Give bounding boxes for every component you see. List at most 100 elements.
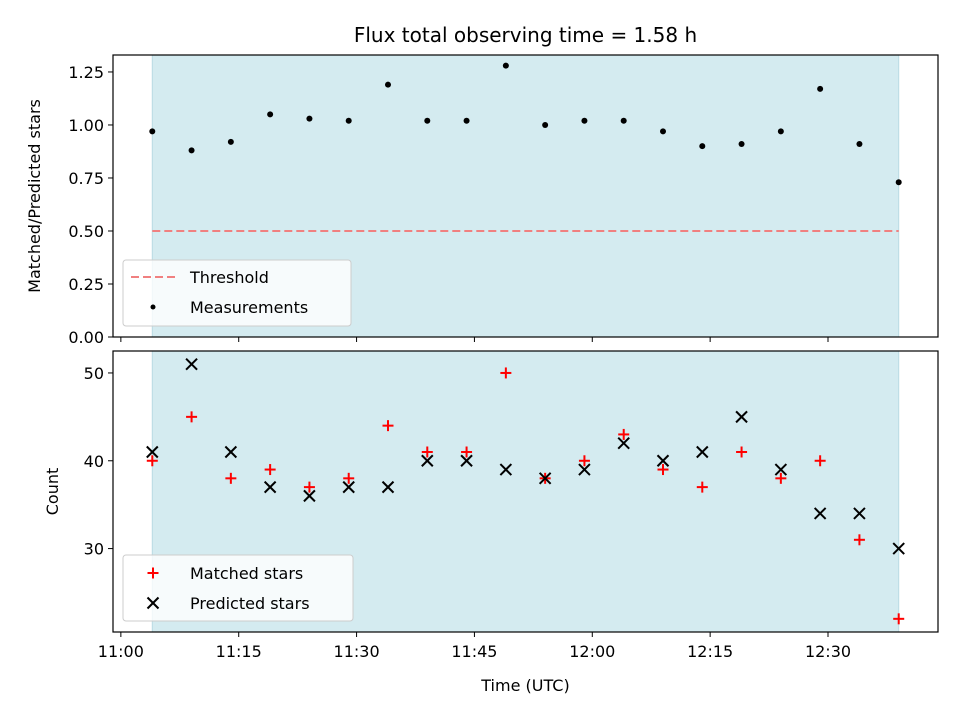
predicted-star-point xyxy=(578,463,591,476)
matched-star-point xyxy=(696,481,708,493)
predicted-star-point-b xyxy=(146,445,159,459)
predicted-star-point-b xyxy=(578,463,591,476)
measurement-point xyxy=(895,179,902,186)
legend: Threshold Measurements xyxy=(122,259,352,327)
matched-star-point xyxy=(814,455,826,467)
measurement-point xyxy=(385,81,391,88)
matched-star-point xyxy=(264,464,276,476)
matched-star-point xyxy=(382,420,394,432)
legend-predicted-label: Predicted stars xyxy=(190,594,310,613)
predicted-star-point-b xyxy=(538,472,552,485)
predicted-star-point xyxy=(146,445,159,459)
matched-star-point xyxy=(303,481,315,493)
axes-frame xyxy=(112,350,939,633)
predicted-star-point xyxy=(342,480,355,494)
predicted-star-point xyxy=(421,454,434,467)
predicted-star-point-b xyxy=(224,445,238,459)
x-tick-label: 11:15 xyxy=(216,642,262,661)
matched-star-point xyxy=(775,472,787,484)
y-tick-label: 1.25 xyxy=(68,63,104,82)
predicted-star-point-b xyxy=(342,480,355,494)
predicted-star-point xyxy=(303,489,316,503)
predicted-star-point-b xyxy=(617,436,630,450)
matched-star-point xyxy=(578,455,590,467)
measurement-point xyxy=(620,117,627,124)
axes-frame xyxy=(112,54,939,338)
y-tick-label: 0.00 xyxy=(68,328,104,347)
legend-box xyxy=(122,259,352,327)
chart-title: Flux total observing time = 1.58 h xyxy=(354,23,697,47)
predicted-star-point xyxy=(263,480,277,494)
predicted-star-point xyxy=(892,542,905,555)
count-panel: 30 40 50 11:00 11:15 11:30 11:45 12:00 12:15 12:3… xyxy=(43,350,939,695)
predicted-star-point xyxy=(774,463,788,476)
measurement-point xyxy=(581,117,588,124)
y-axis-label: Count xyxy=(43,468,62,516)
measurement-point xyxy=(188,147,195,154)
y-tick-label: 0.50 xyxy=(68,222,104,241)
predicted-star-point-b xyxy=(185,357,198,371)
predicted-star-point-b xyxy=(774,463,788,476)
y-tick-label: 0.25 xyxy=(68,275,104,294)
predicted-star-point xyxy=(460,454,473,467)
legend-box xyxy=(122,554,354,622)
predicted-star-point-b xyxy=(460,454,473,467)
measurement-point xyxy=(856,141,863,148)
predicted-star-point xyxy=(696,445,709,459)
measurement-point xyxy=(345,117,352,124)
legend: Matched stars Predicted stars xyxy=(122,554,354,622)
matched-star-point xyxy=(736,446,748,458)
matched-star-point xyxy=(893,613,905,625)
measurement-point xyxy=(149,128,156,135)
y-tick-label: 40 xyxy=(84,452,104,471)
x-tick-label: 12:15 xyxy=(687,642,733,661)
measurement-point xyxy=(738,141,745,148)
measurement-point xyxy=(267,111,274,118)
predicted-star-point xyxy=(381,480,395,494)
x-axis-label: Time (UTC) xyxy=(480,676,569,695)
y-tick-label: 0.75 xyxy=(68,169,104,188)
predicted-star-point xyxy=(224,445,238,459)
predicted-star-point-b xyxy=(421,454,434,467)
matched-star-point xyxy=(225,472,237,484)
y-tick-label: 50 xyxy=(84,364,104,383)
predicted-star-point-b xyxy=(381,480,395,494)
measurement-point xyxy=(817,85,824,92)
predicted-star-point-b xyxy=(146,596,160,610)
predicted-star-point-b xyxy=(696,445,709,459)
ratio-panel: 0.00 0.25 0.50 0.75 1.00 1.25 Flux total obser… xyxy=(25,23,939,347)
matched-star-point xyxy=(461,446,473,458)
measurement-point xyxy=(777,128,784,135)
predicted-star-point xyxy=(146,596,160,610)
y-axis-label: Matched/Predicted stars xyxy=(25,99,44,293)
predicted-star-point xyxy=(538,472,552,485)
predicted-star-point-b xyxy=(735,410,748,424)
predicted-star-point-b xyxy=(303,489,316,503)
predicted-star-point-b xyxy=(499,463,513,476)
matched-star-point xyxy=(500,367,512,379)
predicted-star-point xyxy=(617,436,630,450)
predicted-star-point-b xyxy=(892,542,905,555)
measurement-point xyxy=(463,117,470,124)
matched-star-point xyxy=(421,446,433,458)
matched-star-point xyxy=(853,534,865,546)
measurement-point xyxy=(502,62,509,69)
predicted-star-point xyxy=(656,454,670,467)
matched-star-point xyxy=(146,455,158,467)
predicted-star-point xyxy=(735,410,748,424)
predicted-star-point-b xyxy=(813,507,827,520)
predicted-star-point-b xyxy=(853,507,866,520)
predicted-star-point-b xyxy=(263,480,277,494)
predicted-star-point xyxy=(853,507,866,520)
measurement-point xyxy=(542,121,549,128)
predicted-star-point xyxy=(813,507,827,520)
y-tick-label: 30 xyxy=(84,540,104,559)
x-tick-label: 11:45 xyxy=(451,642,497,661)
matched-star-point xyxy=(147,567,159,579)
x-tick-label: 11:00 xyxy=(98,642,144,661)
matched-star-point xyxy=(657,464,669,476)
predicted-star-point-b xyxy=(656,454,670,467)
measurement-point xyxy=(699,143,706,150)
legend-measurement-label: Measurements xyxy=(190,298,308,317)
